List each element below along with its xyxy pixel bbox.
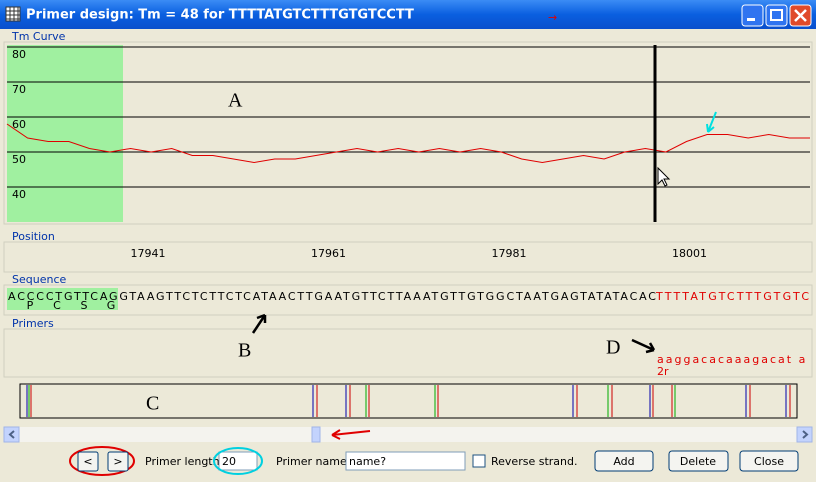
add-text: Add xyxy=(613,455,634,468)
feature-marker: P xyxy=(27,299,34,312)
reverse-checkbox[interactable] xyxy=(472,454,486,468)
primer-sequence-text: TTTTATGTCTTTGTGTC xyxy=(655,290,809,303)
tm-line xyxy=(6,123,810,164)
overview-box xyxy=(19,383,798,419)
name-value: name? xyxy=(349,455,386,468)
primer-name-tag: 2r xyxy=(657,365,669,378)
y-tick-label: 40 xyxy=(12,188,26,201)
sequence-text: ACCCCTGTTCAGGTAAGTTCTCTTCTCATAACTTGAATGT… xyxy=(8,290,656,303)
sequence-label: Sequence xyxy=(12,273,66,286)
cyan-arrow xyxy=(706,111,717,133)
next-text: > xyxy=(113,455,122,468)
length-input[interactable] xyxy=(218,451,258,471)
sequence-highlight xyxy=(7,288,118,310)
position-tick: 17941 xyxy=(131,247,166,260)
overview-primer-marks xyxy=(26,385,791,417)
annotation-d: D xyxy=(606,337,620,359)
group-frames xyxy=(3,41,813,378)
close-button[interactable] xyxy=(739,450,799,472)
feature-marker: G xyxy=(107,299,116,312)
red-ellipse xyxy=(69,446,135,476)
primers-label: Primers xyxy=(12,317,54,330)
scrollbar[interactable] xyxy=(3,426,813,443)
title-mark: → xyxy=(548,11,557,24)
annotation-b: B xyxy=(238,340,251,362)
y-tick-label: 60 xyxy=(12,118,26,131)
close-text: Close xyxy=(754,455,784,468)
prev-text: < xyxy=(83,455,92,468)
window-title: Primer design: Tm = 48 for TTTTATGTCTTTG… xyxy=(26,8,414,23)
add-button[interactable] xyxy=(594,450,654,472)
red-arrow xyxy=(331,429,371,440)
arrow-b xyxy=(251,313,267,334)
tm-curve-label: Tm Curve xyxy=(11,30,66,43)
annotation-a: A xyxy=(228,90,243,112)
delete-button[interactable] xyxy=(668,450,729,472)
primer-oligo: aaggacacaaagacat a xyxy=(657,353,807,366)
prev-button[interactable] xyxy=(77,451,99,472)
window-buttons[interactable] xyxy=(741,4,812,27)
feature-marker: S xyxy=(81,299,88,312)
primer-region xyxy=(7,45,123,222)
next-button[interactable] xyxy=(107,451,129,472)
position-tick: 17961 xyxy=(311,247,346,260)
position-tick: 17981 xyxy=(492,247,527,260)
y-tick-label: 70 xyxy=(12,83,26,96)
y-tick-label: 50 xyxy=(12,153,26,166)
length-label: Primer length. xyxy=(145,455,223,468)
cyan-ellipse xyxy=(213,447,263,475)
delete-text: Delete xyxy=(680,455,716,468)
y-tick-label: 80 xyxy=(12,48,26,61)
position-tick: 18001 xyxy=(672,247,707,260)
position-label: Position xyxy=(12,230,55,243)
name-label: Primer name. xyxy=(276,455,350,468)
title-bar xyxy=(0,0,816,29)
length-value: 20 xyxy=(222,455,236,468)
app-icon-grid xyxy=(6,7,20,21)
reverse-label: Reverse strand. xyxy=(491,455,577,468)
name-input[interactable] xyxy=(345,451,466,471)
feature-marker: C xyxy=(53,299,61,312)
arrow-d xyxy=(631,338,656,354)
mouse-pointer xyxy=(657,166,671,187)
annotation-c: C xyxy=(146,393,159,415)
